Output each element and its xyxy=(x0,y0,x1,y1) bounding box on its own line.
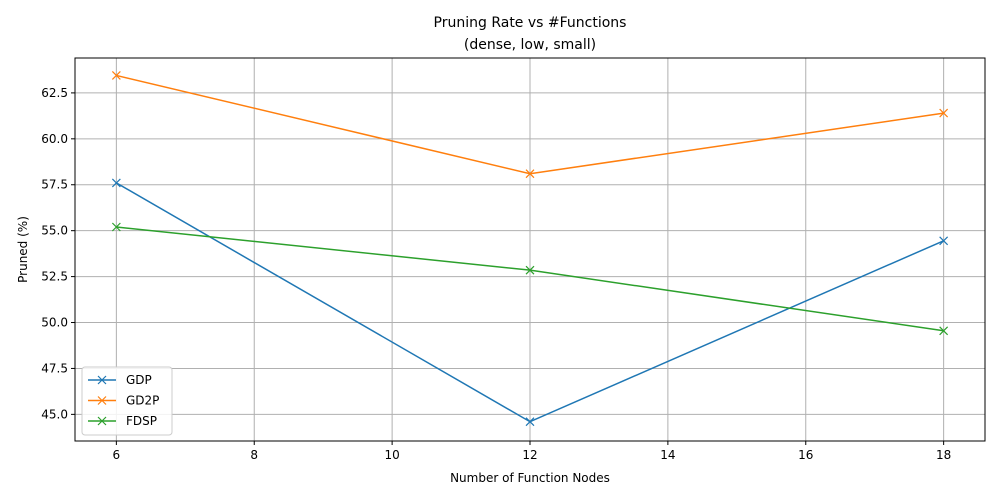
x-axis: 6 8 10 12 14 16 18 xyxy=(113,441,951,462)
chart-subtitle: (dense, low, small) xyxy=(464,37,596,53)
chart-title: Pruning Rate vs #Functions xyxy=(434,15,627,31)
x-tick-label: 6 xyxy=(113,448,121,462)
data-point-fdsp xyxy=(525,265,535,275)
legend-item-gd2p: GD2P xyxy=(88,394,159,408)
legend-marker-gdp xyxy=(97,375,107,385)
grid xyxy=(75,58,985,441)
series-gdp xyxy=(111,178,949,427)
data-point-gdp xyxy=(525,417,535,427)
y-tick-label: 55.0 xyxy=(41,224,68,238)
x-axis-label: Number of Function Nodes xyxy=(450,471,610,485)
data-point-gd2p xyxy=(939,108,949,118)
y-tick-label: 57.5 xyxy=(41,178,68,192)
x-tick-label: 16 xyxy=(798,448,813,462)
legend-marker-gd2p xyxy=(97,396,107,405)
x-tick-label: 14 xyxy=(660,448,675,462)
legend-label-gdp: GDP xyxy=(126,373,152,387)
y-axis: 45.0 47.5 50.0 52.5 55.0 57.5 60.0 62.5 xyxy=(41,86,75,421)
data-point-gdp xyxy=(111,178,121,188)
series-fdsp xyxy=(111,222,949,336)
data-point-gd2p xyxy=(525,169,535,179)
legend: GDP GD2P FDSP xyxy=(81,366,173,436)
data-point-gdp xyxy=(939,236,949,246)
legend-label-fdsp: FDSP xyxy=(126,414,157,428)
data-point-fdsp xyxy=(939,326,949,336)
x-tick-label: 12 xyxy=(522,448,537,462)
x-tick-label: 18 xyxy=(936,448,951,462)
legend-item-gdp: GDP xyxy=(88,373,152,387)
series-layer xyxy=(111,71,949,427)
series-gd2p xyxy=(111,71,949,179)
y-axis-label: Pruned (%) xyxy=(16,216,30,283)
data-point-gd2p xyxy=(111,71,121,80)
y-tick-label: 50.0 xyxy=(41,316,68,330)
y-tick-label: 45.0 xyxy=(41,407,68,421)
x-tick-label: 10 xyxy=(384,448,399,462)
legend-label-gd2p: GD2P xyxy=(126,394,159,408)
y-tick-label: 47.5 xyxy=(41,361,68,375)
y-tick-label: 62.5 xyxy=(41,86,68,100)
y-tick-label: 52.5 xyxy=(41,270,68,284)
y-tick-label: 60.0 xyxy=(41,132,68,146)
legend-item-fdsp: FDSP xyxy=(88,414,157,428)
x-tick-label: 8 xyxy=(250,448,258,462)
legend-marker-fdsp xyxy=(97,416,107,426)
data-point-fdsp xyxy=(111,222,121,232)
